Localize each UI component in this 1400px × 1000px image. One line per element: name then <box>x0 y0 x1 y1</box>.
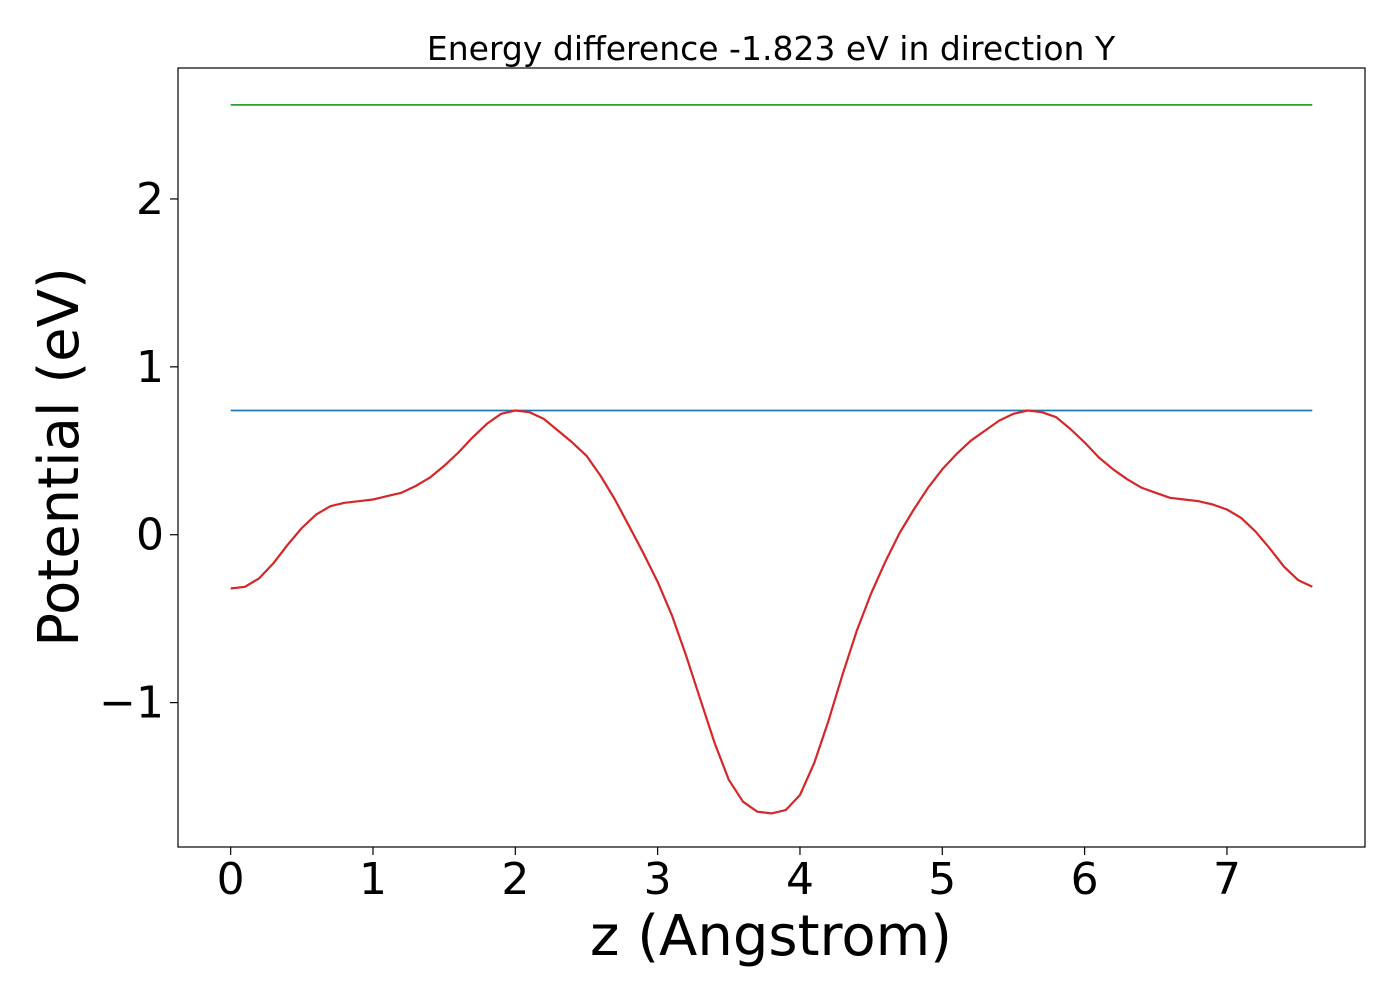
y-tick-label: −1 <box>99 678 164 729</box>
plot-area <box>230 104 1313 815</box>
x-tick-label: 4 <box>786 854 814 905</box>
x-tick-label: 2 <box>501 854 529 905</box>
x-tick-label: 3 <box>644 854 672 905</box>
x-tick-label: 1 <box>359 854 387 905</box>
y-axis-label: Potential (eV) <box>27 267 92 647</box>
y-tick-label: 2 <box>136 174 164 225</box>
x-tick-label: 5 <box>928 854 956 905</box>
x-axis-label: z (Angstrom) <box>590 904 952 969</box>
y-tick-label: 0 <box>136 510 164 561</box>
series-line-3 <box>230 409 1313 815</box>
chart-title: Energy difference -1.823 eV in direction… <box>427 29 1116 68</box>
axes-frame <box>177 67 1366 848</box>
x-tick-label: 0 <box>217 854 245 905</box>
y-axis: −1 0 1 2 <box>99 174 178 729</box>
x-axis: 0 1 2 3 4 5 6 7 <box>217 847 1241 905</box>
y-tick-label: 1 <box>136 342 164 393</box>
x-tick-label: 7 <box>1213 854 1241 905</box>
x-tick-label: 6 <box>1071 854 1099 905</box>
